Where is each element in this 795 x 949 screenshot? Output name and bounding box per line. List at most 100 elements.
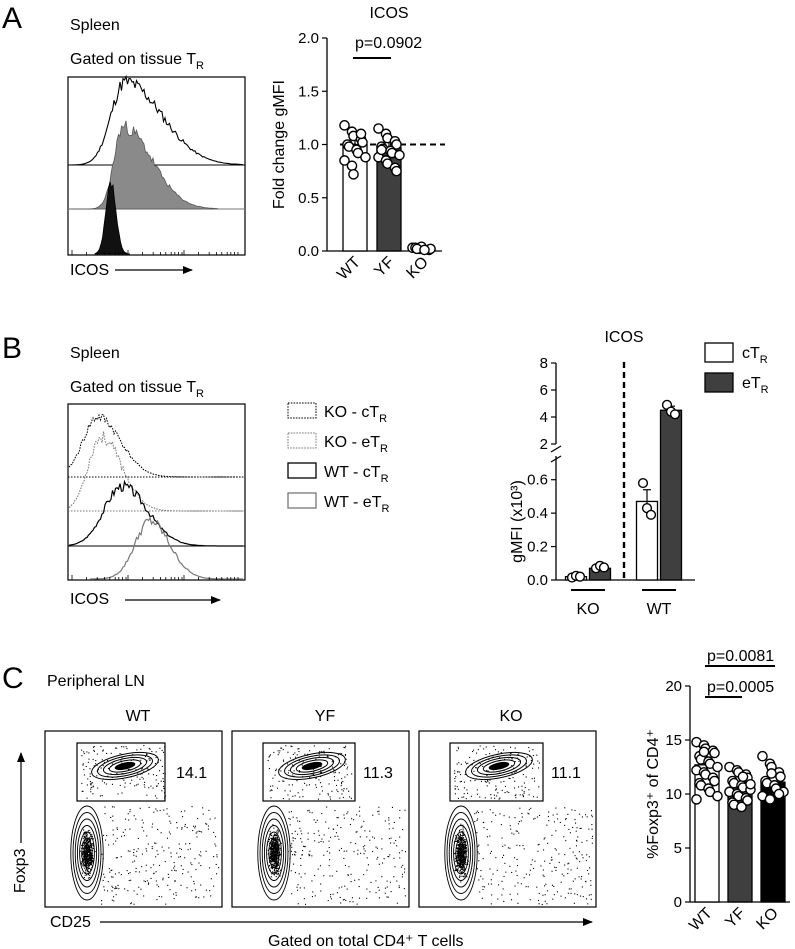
flow-event	[169, 820, 171, 822]
flow-event	[272, 840, 274, 842]
flow-event	[456, 855, 458, 857]
flow-event	[123, 779, 125, 781]
flow-event	[378, 810, 380, 812]
flow-event	[299, 770, 301, 772]
flow-event	[459, 781, 461, 783]
flow-event	[149, 748, 151, 750]
flow-event	[160, 759, 162, 761]
flow-plot-yf-percent: 11.3	[363, 765, 393, 782]
flow-event	[490, 852, 492, 854]
flow-event	[153, 811, 155, 813]
flow-event	[205, 823, 207, 825]
flow-plot-wt-frame	[44, 730, 223, 908]
flow-event	[184, 810, 186, 812]
flow-event	[170, 822, 172, 824]
flow-event	[458, 841, 460, 843]
flow-event	[82, 854, 84, 856]
flow-event	[333, 772, 335, 774]
flow-event	[485, 754, 487, 756]
flow-event	[462, 869, 464, 871]
flow-event	[79, 850, 81, 852]
flow-event	[268, 768, 270, 770]
flow-event	[295, 756, 297, 758]
flow-event	[482, 878, 484, 880]
flow-event	[489, 868, 491, 870]
chart-c-pvalue-1: p=0.0081	[707, 648, 774, 665]
flow-event	[564, 864, 566, 866]
flow-event	[95, 760, 97, 762]
flow-event	[202, 813, 204, 815]
flow-event	[84, 862, 86, 864]
flow-event	[529, 874, 531, 876]
flow-event	[384, 820, 386, 822]
flow-event	[155, 856, 157, 858]
flow-event	[327, 756, 329, 758]
flow-event	[320, 840, 322, 842]
flow-plot-yf: YF 11.3	[231, 708, 410, 908]
flow-event	[81, 863, 83, 865]
flow-event	[500, 781, 502, 783]
flow-event	[94, 851, 96, 853]
flow-event	[154, 795, 156, 797]
flow-event	[155, 779, 157, 781]
flow-event	[350, 842, 352, 844]
flow-event	[275, 840, 277, 842]
flow-event	[279, 859, 281, 861]
flow-event	[289, 790, 291, 792]
flow-event	[498, 884, 500, 886]
flow-event	[144, 781, 146, 783]
flow-event	[268, 841, 270, 843]
flow-event	[277, 787, 279, 789]
flow-event	[458, 855, 460, 857]
flow-event	[309, 776, 311, 778]
flow-event	[112, 843, 114, 845]
flow-event	[294, 853, 296, 855]
flow-event	[538, 762, 540, 764]
flow-event	[199, 831, 201, 833]
flow-event	[457, 862, 459, 864]
flow-event	[525, 776, 527, 778]
flow-event	[538, 767, 540, 769]
panel-a-histogram	[67, 74, 246, 256]
flow-event	[531, 859, 533, 861]
flow-event	[390, 891, 392, 893]
flow-event	[466, 850, 468, 852]
flow-event	[313, 771, 315, 773]
flow-event	[458, 762, 460, 764]
flow-event	[81, 782, 83, 784]
flow-event	[465, 840, 467, 842]
flow-event	[369, 839, 371, 841]
flow-event	[273, 853, 275, 855]
flow-event	[116, 857, 118, 859]
flow-event	[287, 763, 289, 765]
flow-event	[320, 766, 322, 768]
flow-event	[496, 869, 498, 871]
flow-event	[312, 891, 314, 893]
flow-event	[339, 896, 341, 898]
flow-event	[586, 840, 588, 842]
flow-event	[457, 869, 459, 871]
flow-event	[402, 829, 404, 831]
flow-event	[180, 848, 182, 850]
flow-event	[336, 817, 338, 819]
flow-event	[280, 770, 282, 772]
flow-event	[567, 892, 569, 894]
flow-event	[157, 828, 159, 830]
flow-event	[514, 787, 516, 789]
flow-event	[288, 784, 290, 786]
flow-event	[191, 864, 193, 866]
flow-event	[273, 835, 275, 837]
flow-event	[473, 770, 475, 772]
flow-event	[460, 862, 462, 864]
flow-event	[460, 869, 462, 871]
flow-event	[127, 768, 129, 770]
flow-event	[396, 902, 398, 904]
flow-event	[85, 865, 87, 867]
flow-event	[388, 838, 390, 840]
flow-event	[523, 791, 525, 793]
flow-event	[198, 862, 200, 864]
flow-event	[87, 842, 89, 844]
flow-event	[277, 829, 279, 831]
flow-event	[344, 747, 346, 749]
flow-event	[115, 887, 117, 889]
